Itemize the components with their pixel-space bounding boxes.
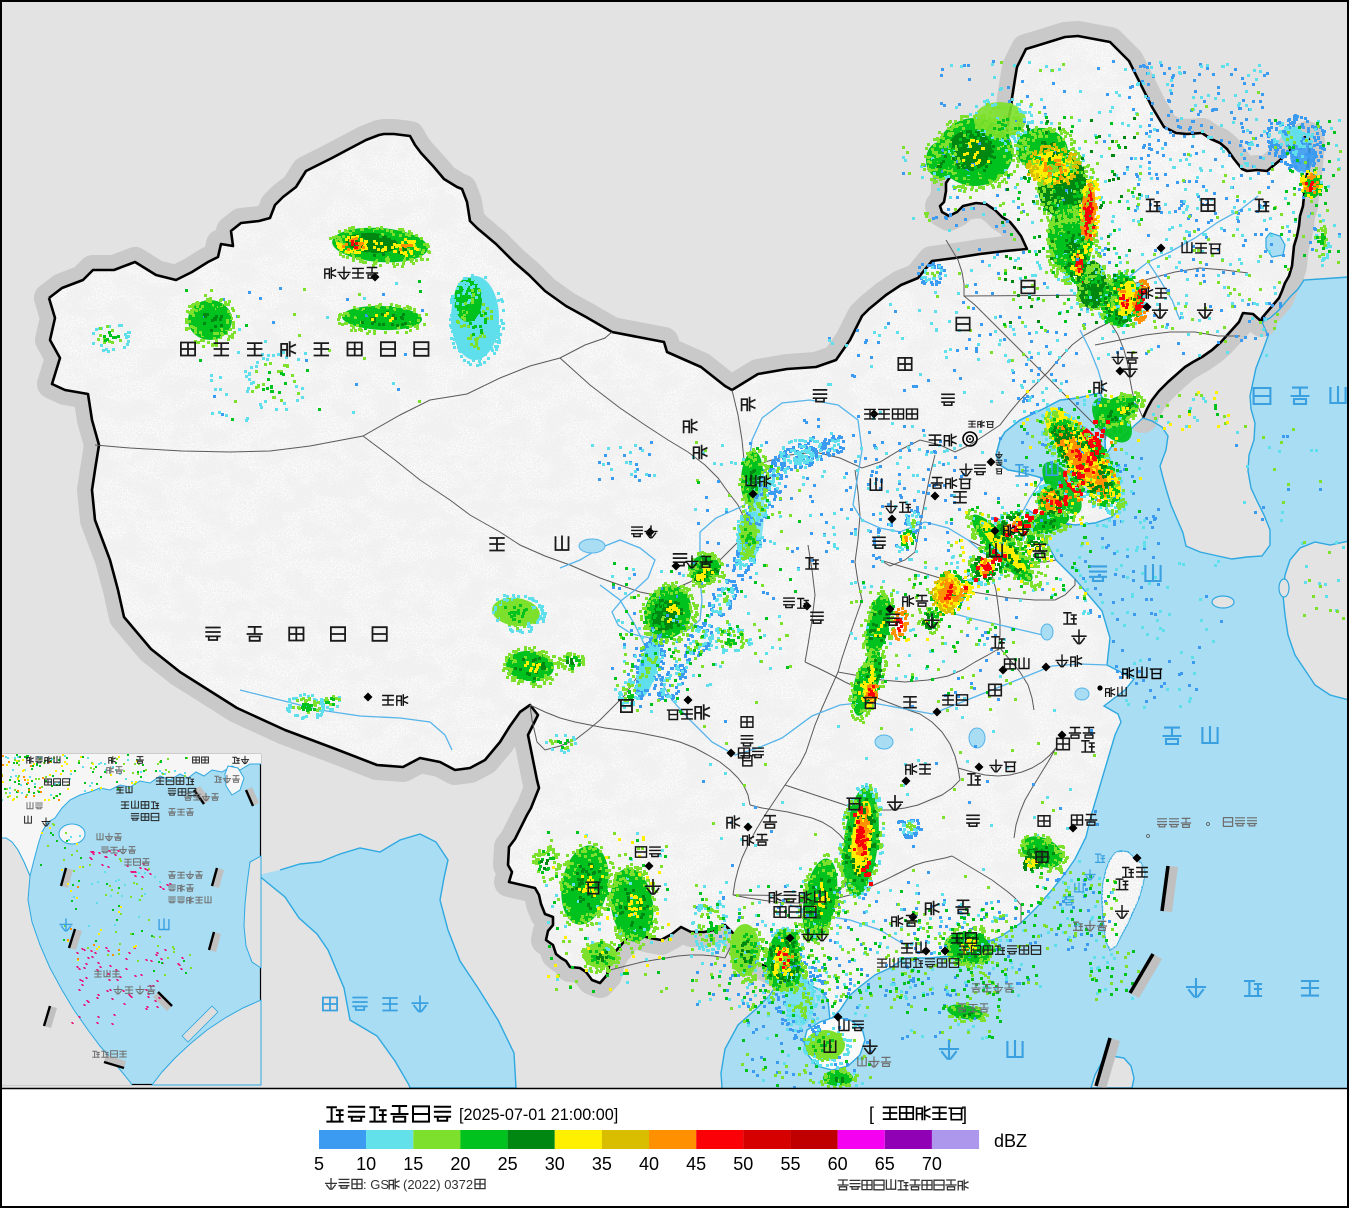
svg-text:: GS: : GS: [363, 1177, 389, 1192]
svg-text:70: 70: [922, 1154, 942, 1174]
svg-text:(2022) 0372: (2022) 0372: [403, 1177, 473, 1192]
svg-text:20: 20: [450, 1154, 470, 1174]
svg-text:[: [: [869, 1104, 874, 1124]
svg-text:65: 65: [875, 1154, 895, 1174]
svg-text:60: 60: [828, 1154, 848, 1174]
svg-text:55: 55: [780, 1154, 800, 1174]
svg-text:40: 40: [639, 1154, 659, 1174]
svg-text:25: 25: [498, 1154, 518, 1174]
svg-text:35: 35: [592, 1154, 612, 1174]
svg-text:dBZ: dBZ: [994, 1131, 1027, 1151]
svg-text:15: 15: [403, 1154, 423, 1174]
svg-text:[2025-07-01 21:00:00]: [2025-07-01 21:00:00]: [459, 1106, 618, 1124]
svg-text:50: 50: [733, 1154, 753, 1174]
svg-text:]: ]: [962, 1104, 967, 1124]
svg-text:10: 10: [356, 1154, 376, 1174]
svg-text:30: 30: [545, 1154, 565, 1174]
svg-text:5: 5: [314, 1154, 324, 1174]
svg-text:45: 45: [686, 1154, 706, 1174]
